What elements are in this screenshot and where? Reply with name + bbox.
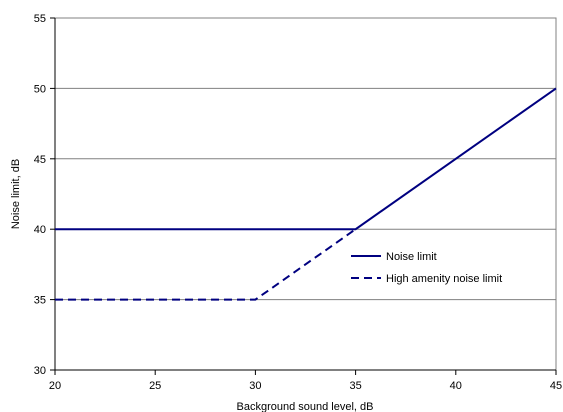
y-tick-label: 50 — [34, 83, 46, 95]
x-tick-label: 40 — [450, 380, 462, 392]
legend-label: Noise limit — [386, 251, 437, 263]
series-lines — [55, 87, 557, 301]
y-tick-label: 30 — [34, 365, 46, 377]
axes: 30 35 40 45 50 55 20 25 30 35 40 45 — [34, 13, 562, 392]
plot-area — [54, 17, 557, 371]
series-line-high-amenity-noise-limit — [55, 228, 357, 301]
x-tick-label: 30 — [249, 380, 261, 392]
y-tick-label: 40 — [34, 224, 46, 236]
x-tick-label: 20 — [49, 380, 61, 392]
y-tick-label: 55 — [34, 13, 46, 25]
y-tick-label: 45 — [34, 154, 46, 166]
x-tick-label: 45 — [550, 380, 562, 392]
x-tick-label: 35 — [349, 380, 361, 392]
x-axis-title: Background sound level, dB — [237, 401, 374, 412]
x-tick-label: 25 — [149, 380, 161, 392]
legend: Noise limit High amenity noise limit — [351, 251, 502, 285]
legend-label: High amenity noise limit — [386, 273, 502, 285]
series-line-noise-limit — [55, 87, 557, 231]
y-tick-label: 35 — [34, 295, 46, 307]
y-axis-title: Noise limit, dB — [10, 159, 22, 229]
